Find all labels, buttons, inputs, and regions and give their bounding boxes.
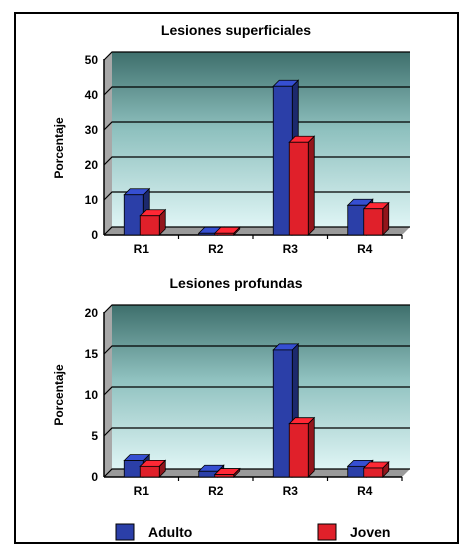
y-tick-label: 10 — [85, 388, 99, 402]
bar-joven-r3 — [288, 135, 316, 236]
bar-joven-r4 — [362, 201, 390, 236]
bar-joven-r1 — [139, 208, 167, 236]
x-tick-label: R2 — [208, 484, 224, 498]
bar-adulto-r1 — [123, 187, 151, 236]
y-tick-label: 0 — [91, 470, 98, 484]
x-tick-label: R1 — [134, 484, 150, 498]
legend-label-joven: Joven — [350, 524, 390, 540]
x-tick-label: R4 — [357, 242, 373, 256]
gridline — [103, 51, 410, 61]
x-tick-label: R1 — [134, 242, 150, 256]
legend: Adulto Joven — [115, 523, 390, 541]
plot-side-wall — [104, 52, 112, 235]
y-axis-label: Porcentaje — [52, 117, 66, 179]
x-tick-label: R4 — [357, 484, 373, 498]
legend-swatch-adulto — [115, 523, 135, 541]
y-tick-label: 50 — [85, 53, 99, 67]
bar-joven-r2 — [213, 226, 241, 236]
plot-floor — [104, 227, 410, 235]
bar-joven-r4 — [362, 461, 390, 478]
plot-floor — [104, 469, 410, 477]
legend-label-adulto: Adulto — [148, 524, 192, 540]
y-axis-label: Porcentaje — [52, 364, 66, 426]
legend-swatch-joven — [317, 523, 337, 541]
y-tick-label: 0 — [91, 228, 98, 242]
chart-lesiones-profundas: Lesiones profundas Porcentaje 0 5 10 15 20 R1… — [52, 275, 410, 498]
bar-joven-r3 — [288, 416, 316, 478]
gridline — [103, 304, 410, 314]
y-tick-label: 20 — [85, 158, 99, 172]
gridline — [103, 386, 410, 396]
x-tick-label: R2 — [208, 242, 224, 256]
y-tick-label: 20 — [85, 306, 99, 320]
y-tick-label: 40 — [85, 88, 99, 102]
y-tick-label: 15 — [85, 347, 99, 361]
bar-adulto-r3 — [272, 79, 300, 236]
x-tick-label: R3 — [283, 242, 299, 256]
gridline — [103, 121, 410, 131]
chart-title: Lesiones superficiales — [161, 22, 311, 38]
bar-joven-r2 — [213, 467, 241, 478]
chart-title: Lesiones profundas — [169, 275, 302, 291]
chart-lesiones-superficiales: Lesiones superficiales Porcentaje 0 10 20 3… — [52, 22, 410, 256]
y-tick-label: 10 — [85, 193, 99, 207]
plot-area — [112, 52, 410, 227]
gridline — [103, 345, 410, 355]
bar-joven-r1 — [139, 459, 167, 478]
x-tick-label: R3 — [283, 484, 299, 498]
y-tick-label: 5 — [91, 429, 98, 443]
gridline — [103, 86, 410, 96]
y-tick-label: 30 — [85, 123, 99, 137]
